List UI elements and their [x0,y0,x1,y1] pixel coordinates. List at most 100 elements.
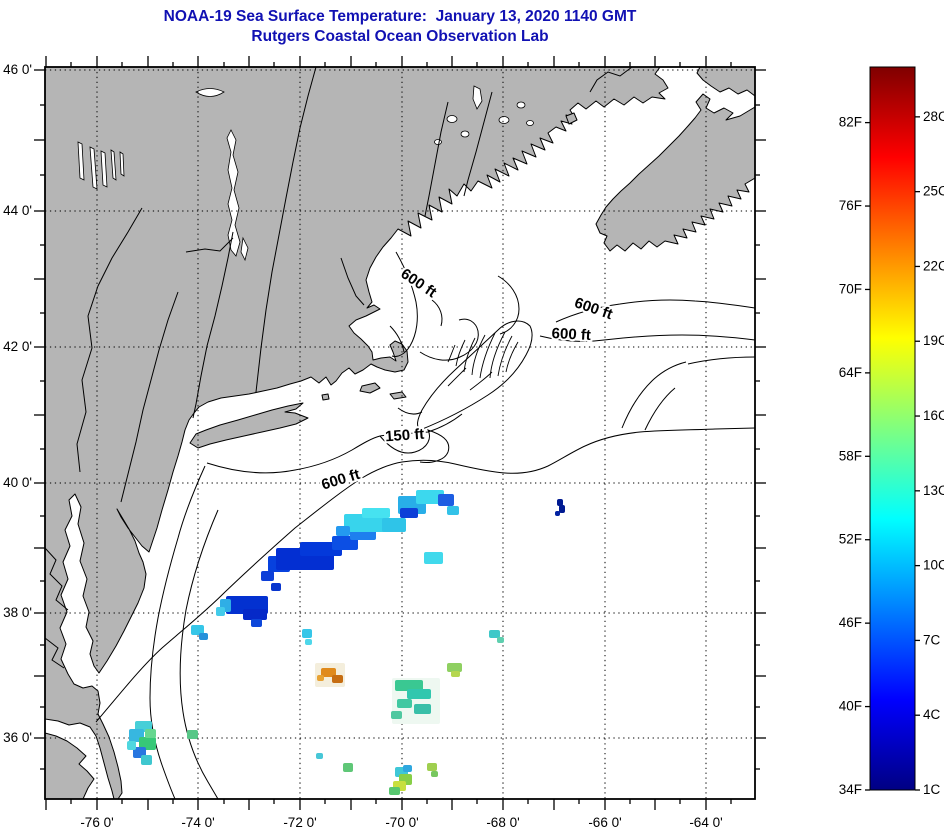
land-block-island [321,393,330,401]
river-potomac [45,547,69,611]
colorbar-label-fahrenheit: 52F [839,532,862,547]
sst-patch [400,508,418,518]
river-james [45,637,65,669]
maine-lake [446,115,458,123]
river-delaware [120,291,179,503]
sst-patch [424,552,443,564]
colorbar-label-celsius: 19C [923,333,944,348]
maine-lake [460,130,470,138]
river-penobscot [463,91,493,197]
maine-lake [498,116,510,124]
contour-ns-shelf [687,356,755,365]
sst-patch [316,753,323,759]
map-title: NOAA-19 Sea Surface Temperature: January… [163,8,637,25]
sst-patch [302,629,312,638]
river-hudson [192,231,234,419]
land-pei-cape-breton [696,67,755,97]
colorbar-label-celsius: 7C [923,632,941,647]
sst-patch [271,583,281,591]
sst-patch [489,630,500,638]
sst-patch [127,741,136,750]
land-north-carolina [45,732,95,799]
colorbar-label-celsius: 22C [923,258,944,273]
sst-patch [414,704,431,714]
axis-labels: -76 0' -74 0' -72 0' -70 0' -68 0' -66 0' -64 … [3,62,723,830]
river-merrimack [340,257,365,306]
sst-patch [261,571,274,581]
contour-depth-label: 600 ft [551,325,591,344]
colorbar-label-celsius: 13C [923,483,944,498]
colorbar-label-fahrenheit: 82F [839,115,862,130]
finger-lake [110,149,117,181]
georges-bank-hatch [447,331,519,391]
x-axis-tick-label: -74 0' [181,815,214,830]
river-kennebec [424,101,449,217]
sst-patch [403,765,412,772]
contour-nantucket-shoals [379,429,450,463]
contour-600ft-ne-2 [539,334,755,342]
sst-patch [559,505,565,513]
x-axis-tick-label: -64 0' [689,815,722,830]
contour-inshore-2 [179,509,219,799]
land-long-island [189,402,309,449]
x-axis-tick-label: -66 0' [588,815,621,830]
land-nova-scotia [595,93,755,252]
lake-moosehead [472,85,483,110]
river-mohawk [185,237,234,253]
colorbar-gradient [869,66,916,791]
colorbar-label-fahrenheit: 46F [839,615,862,630]
axis-ticks [34,56,766,810]
sst-patch [216,607,225,616]
colorbar-label-fahrenheit: 34F [839,782,862,797]
finger-lake [100,150,108,188]
finger-lake [89,146,98,190]
sst-patch [416,490,444,504]
contour-600ft-shelf-edge [95,427,755,723]
sst-patch [397,699,412,708]
colorbar-label-celsius: 10C [923,558,944,573]
sst-patch [336,526,350,536]
colorbar-label-celsius: 25C [923,184,944,199]
sst-patch [555,511,560,516]
sst-patch [243,609,267,620]
sst-patch [332,675,343,683]
sst-patch [251,619,262,627]
sst-patch [382,518,406,532]
colorbar: 82F 76F 70F 64F 58F 52F 46F 40F 34F 28C 25C 22C 19C 1… [839,66,944,797]
contour-jordan-basin [497,275,520,335]
colorbar-label-celsius: 1C [923,782,941,797]
y-axis-tick-label: 38 0' [3,605,32,620]
maine-lake [526,120,534,126]
contour-150ft-li-south [206,413,463,474]
lake-george [240,236,249,262]
river-connecticut [255,67,317,393]
sst-patch [395,680,423,691]
sst-patch [141,755,152,765]
contour-depth-label: 150 ft [385,426,425,446]
colorbar-label-fahrenheit: 40F [839,699,862,714]
contour-stellwagen [389,325,405,353]
colorbar-label-celsius: 4C [923,707,941,722]
maine-lake [516,101,526,109]
sst-patch [447,506,459,515]
lake-oneida [195,88,225,97]
rivers [45,67,633,669]
contour-ne-channel-2 [644,387,676,431]
sst-patch [431,771,438,777]
colorbar-label-fahrenheit: 58F [839,448,862,463]
land-nantucket [389,391,407,400]
sst-patch [391,711,402,719]
colorbar-label-fahrenheit: 70F [839,281,862,296]
sst-patch [321,668,336,677]
finger-lake [119,151,125,177]
x-axis-tick-label: -70 0' [385,815,418,830]
y-axis-tick-label: 44 0' [3,203,32,218]
y-axis-tick-label: 46 0' [3,62,32,77]
contour-gom-small [431,299,443,327]
x-axis-tick-label: -72 0' [283,815,316,830]
colorbar-label-celsius: 28C [923,109,944,124]
sst-patch [407,689,431,699]
x-axis-tick-label: -68 0' [486,815,519,830]
